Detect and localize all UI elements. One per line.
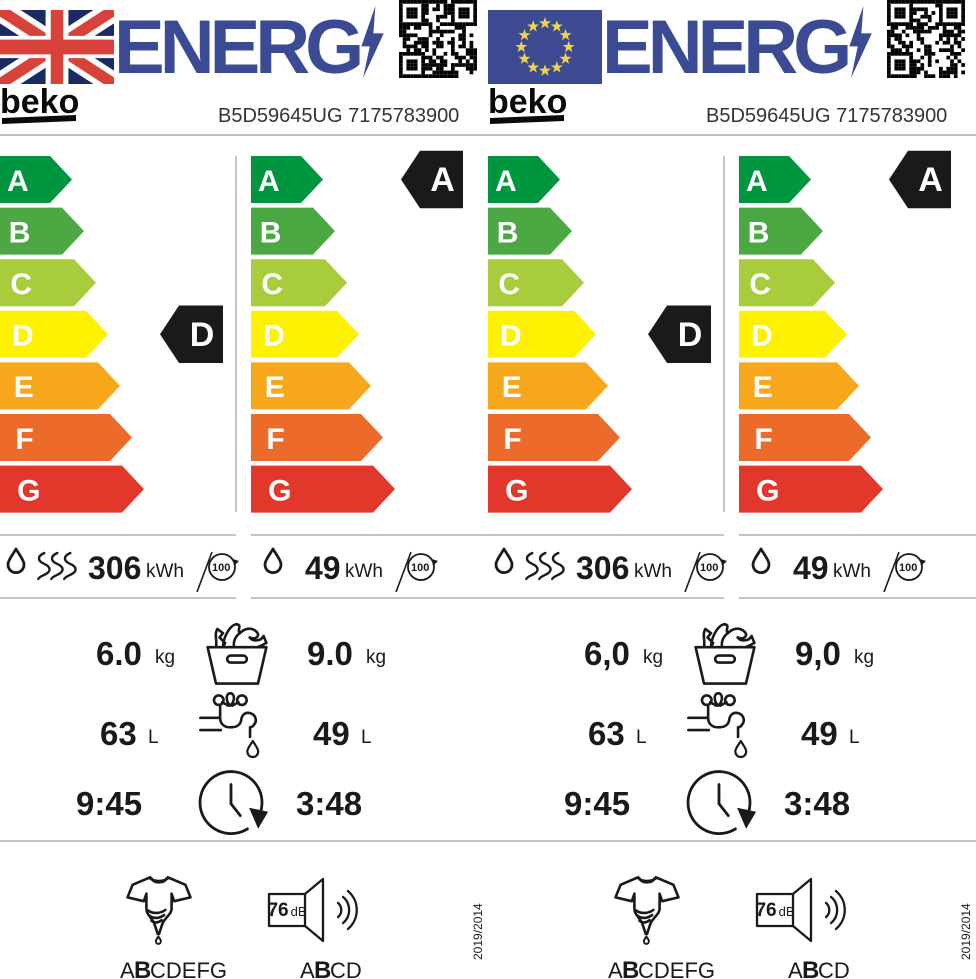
svg-text:100: 100 [411, 562, 429, 574]
svg-text:A: A [495, 165, 517, 198]
svg-text:63: 63 [588, 715, 625, 752]
svg-text:kWh: kWh [146, 561, 184, 582]
svg-text:A: A [788, 958, 803, 979]
svg-text:kg: kg [643, 647, 663, 668]
svg-text:63: 63 [100, 715, 137, 752]
svg-text:A: A [608, 958, 623, 979]
svg-text:D: D [190, 316, 215, 354]
svg-text:6.0: 6.0 [96, 635, 142, 672]
svg-text:F: F [15, 423, 33, 456]
svg-text:ENERG: ENERG [602, 5, 848, 90]
svg-text:100: 100 [212, 562, 230, 574]
svg-text:B: B [802, 957, 819, 979]
svg-text:C: C [498, 268, 520, 301]
svg-text:9:45: 9:45 [76, 785, 142, 822]
svg-text:CD: CD [818, 958, 850, 979]
svg-text:D: D [263, 320, 285, 353]
svg-text:100: 100 [899, 562, 917, 574]
svg-text:49: 49 [313, 715, 350, 752]
svg-text:kWh: kWh [833, 561, 871, 582]
svg-text:B: B [9, 216, 31, 249]
svg-text:ENERG: ENERG [114, 5, 360, 90]
svg-text:D: D [500, 320, 522, 353]
svg-text:E: E [753, 371, 773, 404]
svg-text:A: A [300, 958, 315, 979]
svg-text:E: E [265, 371, 285, 404]
svg-text:B5D59645UG 7175783900: B5D59645UG 7175783900 [218, 105, 459, 127]
svg-text:G: G [756, 474, 779, 507]
svg-text:kg: kg [155, 647, 175, 668]
svg-text:L: L [849, 727, 860, 748]
svg-text:C: C [261, 268, 283, 301]
svg-text:A: A [430, 161, 455, 199]
svg-text:kg: kg [366, 647, 386, 668]
svg-text:CD: CD [330, 958, 362, 979]
svg-text:CDEFG: CDEFG [150, 958, 227, 979]
svg-text:C: C [749, 268, 771, 301]
svg-text:B: B [260, 216, 282, 249]
svg-text:B: B [622, 957, 639, 979]
svg-text:G: G [505, 474, 528, 507]
svg-text:306: 306 [576, 550, 629, 586]
svg-text:B: B [497, 216, 519, 249]
svg-text:9.0: 9.0 [307, 635, 353, 672]
svg-text:L: L [361, 727, 372, 748]
svg-text:100: 100 [700, 562, 718, 574]
svg-text:49: 49 [305, 550, 341, 586]
svg-text:49: 49 [801, 715, 838, 752]
svg-text:49: 49 [793, 550, 829, 586]
svg-text:9:45: 9:45 [564, 785, 630, 822]
svg-text:B5D59645UG 7175783900: B5D59645UG 7175783900 [706, 105, 947, 127]
svg-text:L: L [148, 727, 159, 748]
svg-text:beko: beko [0, 83, 79, 121]
svg-text:G: G [268, 474, 291, 507]
svg-text:E: E [502, 371, 522, 404]
svg-text:F: F [754, 423, 772, 456]
svg-text:3:48: 3:48 [784, 785, 850, 822]
svg-text:L: L [636, 727, 647, 748]
svg-text:E: E [14, 371, 34, 404]
svg-text:D: D [12, 320, 34, 353]
svg-text:9,0: 9,0 [795, 635, 841, 672]
svg-text:B: B [314, 957, 331, 979]
svg-text:F: F [503, 423, 521, 456]
svg-text:beko: beko [488, 83, 567, 121]
svg-text:6,0: 6,0 [584, 635, 630, 672]
svg-text:kWh: kWh [634, 561, 672, 582]
svg-text:B: B [134, 957, 151, 979]
svg-text:A: A [120, 958, 135, 979]
svg-text:B: B [748, 216, 770, 249]
svg-text:C: C [10, 268, 32, 301]
svg-text:F: F [266, 423, 284, 456]
svg-text:2019/2014: 2019/2014 [959, 903, 973, 960]
svg-text:2019/2014: 2019/2014 [471, 903, 485, 960]
svg-text:A: A [258, 165, 280, 198]
svg-text:kg: kg [854, 647, 874, 668]
svg-text:CDEFG: CDEFG [638, 958, 715, 979]
svg-text:A: A [7, 165, 29, 198]
svg-text:kWh: kWh [345, 561, 383, 582]
svg-text:D: D [751, 320, 773, 353]
svg-text:A: A [746, 165, 768, 198]
svg-text:3:48: 3:48 [296, 785, 362, 822]
svg-text:306: 306 [88, 550, 141, 586]
svg-text:D: D [678, 316, 703, 354]
svg-text:G: G [17, 474, 40, 507]
svg-text:A: A [918, 161, 943, 199]
